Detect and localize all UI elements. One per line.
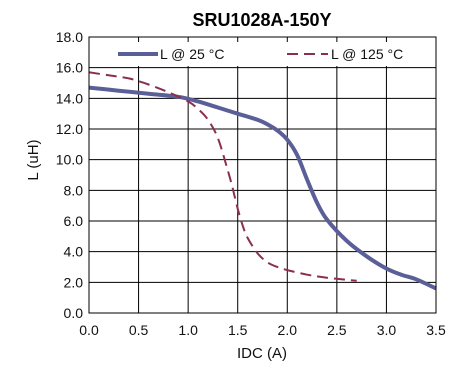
x-tick-label: 3.5: [426, 322, 446, 338]
x-tick-label: 1.0: [178, 322, 198, 338]
legend-label-25c: L @ 25 °C: [160, 46, 224, 62]
series-line-125c: [88, 71, 357, 282]
x-tick-label: 0.5: [129, 322, 149, 338]
y-tick-label: 4.0: [64, 244, 84, 260]
y-axis-label: L (uH): [25, 139, 42, 180]
y-tick-label: 12.0: [56, 121, 83, 137]
x-tick-label: 2.5: [327, 322, 347, 338]
y-tick-label: 10.0: [56, 152, 83, 168]
legend: L @ 25 °C L @ 125 °C: [98, 42, 416, 66]
x-tick-label: 0.0: [79, 322, 99, 338]
y-tick-label: 6.0: [64, 213, 84, 229]
y-tick-label: 2.0: [64, 274, 84, 290]
y-tick-label: 18.0: [56, 29, 83, 45]
x-tick-label: 1.5: [228, 322, 248, 338]
x-tick-label: 3.0: [377, 322, 397, 338]
y-tick-label: 8.0: [64, 182, 84, 198]
grid: [88, 36, 437, 314]
y-tick-label: 14.0: [56, 90, 83, 106]
chart-title: SRU1028A-150Y: [192, 10, 331, 30]
x-axis-label: IDC (A): [237, 345, 287, 362]
series-line-25c: [88, 85, 437, 291]
y-tick-label: 16.0: [56, 60, 83, 76]
legend-label-125c: L @ 125 °C: [331, 46, 403, 62]
y-tick-label: 0.0: [64, 305, 84, 321]
tick-labels: 0.0 0.5 1.0 1.5 2.0 2.5 3.0 3.5 0.0 2.0 4.0 6.0 8.0 1…: [56, 29, 446, 338]
series-layer: [88, 71, 437, 291]
x-tick-label: 2.0: [278, 322, 298, 338]
plot-frame: [88, 36, 437, 314]
